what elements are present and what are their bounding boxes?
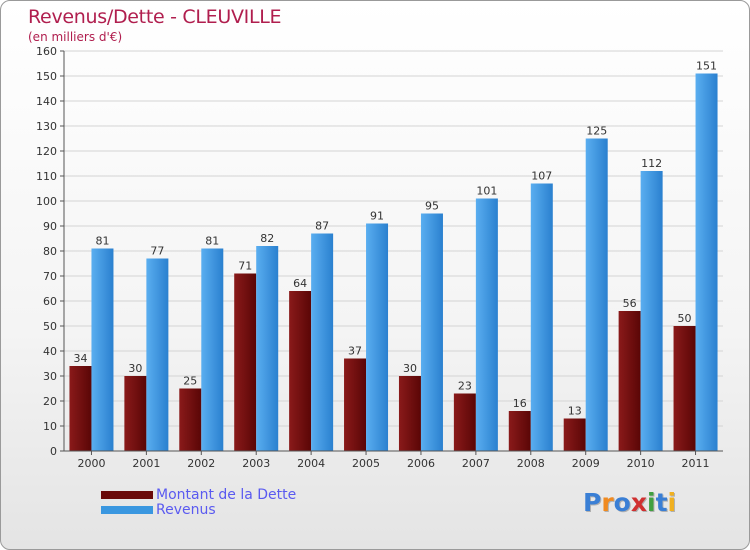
- bar-revenus: [420, 213, 443, 451]
- data-label-revenus: 107: [531, 170, 552, 183]
- x-tick-label: 2007: [462, 457, 490, 470]
- data-label-revenus: 82: [260, 232, 274, 245]
- bar-revenus: [695, 73, 718, 451]
- x-tick-label: 2008: [517, 457, 545, 470]
- y-tick-label: 70: [43, 270, 57, 283]
- bar-dette: [179, 388, 202, 451]
- bar-dette: [398, 376, 421, 451]
- x-tick-label: 2001: [132, 457, 160, 470]
- bar-dette: [673, 326, 696, 451]
- y-tick-label: 100: [36, 195, 57, 208]
- logo-letter: i: [667, 488, 677, 517]
- bar-revenus: [256, 246, 279, 451]
- data-label-revenus: 101: [476, 185, 497, 198]
- bar-dette: [234, 273, 257, 451]
- y-tick-label: 160: [36, 45, 57, 58]
- y-tick-label: 130: [36, 120, 57, 133]
- legend-swatch-revenus: [101, 506, 153, 514]
- chart-title: Revenus/Dette - CLEUVILLE: [28, 6, 282, 28]
- data-label-dette: 30: [128, 362, 142, 375]
- bars: [69, 73, 718, 451]
- x-tick-label: 2009: [572, 457, 600, 470]
- bar-dette: [344, 358, 367, 451]
- logo-letter: x: [630, 488, 647, 517]
- data-label-revenus: 125: [586, 125, 607, 138]
- data-label-revenus: 87: [315, 220, 329, 233]
- legend-label-dette: Montant de la Dette: [156, 487, 297, 503]
- bar-dette: [563, 418, 586, 451]
- y-tick-label: 150: [36, 70, 57, 83]
- bar-dette: [289, 291, 312, 451]
- data-label-dette: 64: [293, 277, 307, 290]
- data-label-revenus: 112: [641, 157, 662, 170]
- data-label-revenus: 151: [696, 60, 717, 73]
- bar-revenus: [366, 223, 389, 451]
- data-label-dette: 23: [458, 380, 472, 393]
- data-label-dette: 16: [513, 397, 527, 410]
- data-label-dette: 50: [678, 312, 692, 325]
- logo-letter: o: [613, 488, 631, 517]
- x-tick-label: 2002: [187, 457, 215, 470]
- y-tick-label: 20: [43, 395, 57, 408]
- data-label-dette: 25: [183, 375, 197, 388]
- bar-revenus: [311, 233, 334, 451]
- bar-dette: [508, 411, 531, 451]
- x-tick-label: 2005: [352, 457, 380, 470]
- y-tick-label: 80: [43, 245, 57, 258]
- bar-dette: [69, 366, 92, 451]
- data-label-dette: 71: [238, 260, 252, 273]
- x-tick-label: 2004: [297, 457, 325, 470]
- y-axis-ticks: 0 10 20 30 40 50 60 70 80 90 100 110 120 130 140 150 160: [36, 45, 64, 458]
- logo-letter: P: [583, 488, 602, 517]
- logo-letter: i: [647, 488, 656, 517]
- logo-letter: t: [655, 488, 668, 517]
- y-tick-label: 30: [43, 370, 57, 383]
- y-tick-label: 90: [43, 220, 57, 233]
- bar-revenus: [201, 248, 224, 451]
- x-tick-label: 2003: [242, 457, 270, 470]
- x-tick-label: 2010: [627, 457, 655, 470]
- y-tick-label: 60: [43, 295, 57, 308]
- data-label-dette: 34: [73, 352, 87, 365]
- data-label-dette: 30: [403, 362, 417, 375]
- data-label-revenus: 77: [150, 245, 164, 258]
- bar-revenus: [146, 258, 169, 451]
- x-tick-label: 2000: [77, 457, 105, 470]
- legend-swatch-dette: [101, 491, 153, 499]
- bar-revenus: [91, 248, 114, 451]
- bar-revenus: [475, 198, 498, 451]
- y-tick-label: 0: [50, 445, 57, 458]
- data-label-revenus: 91: [370, 210, 384, 223]
- data-label-dette: 37: [348, 345, 362, 358]
- y-tick-label: 10: [43, 420, 57, 433]
- x-tick-label: 2006: [407, 457, 435, 470]
- chart-subtitle: (en milliers d'€): [28, 30, 123, 44]
- grid-lines: [64, 50, 723, 452]
- y-tick-label: 110: [36, 170, 57, 183]
- axes: [63, 51, 723, 452]
- y-tick-label: 140: [36, 95, 57, 108]
- bar-revenus: [530, 183, 553, 451]
- proxiti-logo: Proxiti: [583, 488, 676, 517]
- y-tick-label: 50: [43, 320, 57, 333]
- logo-letter: r: [601, 488, 614, 517]
- legend-label-revenus: Revenus: [156, 502, 216, 518]
- x-axis-ticks: 2000 2001 2002 2003 2004 2005 2006 2007 2008 2009…: [77, 451, 710, 470]
- bar-dette: [453, 393, 476, 451]
- bar-revenus: [585, 138, 608, 451]
- data-label-revenus: 95: [425, 200, 439, 213]
- bar-dette: [618, 311, 641, 451]
- data-label-revenus: 81: [205, 235, 219, 248]
- bar-dette: [124, 376, 147, 451]
- data-label-dette: 56: [623, 297, 637, 310]
- y-tick-label: 120: [36, 145, 57, 158]
- y-tick-label: 40: [43, 345, 57, 358]
- data-labels: 34 81 30 77 25 81 71 82 64 87 37 91 30 95 23 101 16 107 13…: [73, 60, 717, 418]
- bar-revenus: [640, 171, 663, 451]
- data-label-dette: 13: [568, 405, 582, 418]
- data-label-revenus: 81: [95, 235, 109, 248]
- x-tick-label: 2011: [682, 457, 710, 470]
